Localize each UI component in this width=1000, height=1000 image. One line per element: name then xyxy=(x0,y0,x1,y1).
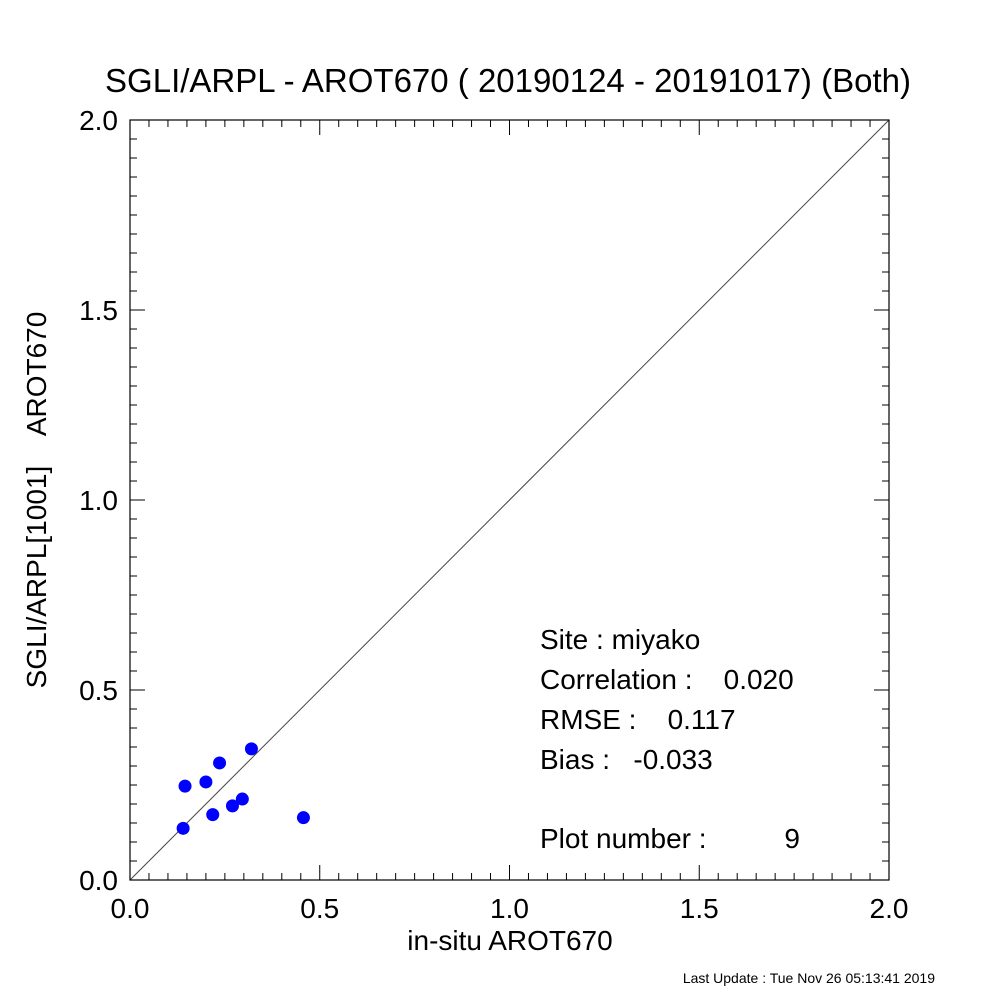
y-axis-label: SGLI/ARPL[1001] AROT670 xyxy=(21,312,52,689)
last-update-text: Last Update : Tue Nov 26 05:13:41 2019 xyxy=(683,970,935,986)
y-tick-label: 0.0 xyxy=(79,865,118,896)
x-tick-label: 1.5 xyxy=(680,893,719,924)
data-point xyxy=(235,792,249,806)
chart-title: SGLI/ARPL - AROT670 ( 20190124 - 2019101… xyxy=(105,62,911,99)
y-tick-label: 0.5 xyxy=(79,675,118,706)
x-tick-label: 0.5 xyxy=(300,893,339,924)
bias-annotation: Bias : -0.033 xyxy=(540,744,713,775)
site-annotation: Site : miyako xyxy=(540,624,700,655)
x-tick-label: 2.0 xyxy=(870,893,909,924)
data-point xyxy=(206,808,220,822)
data-point xyxy=(176,821,190,835)
y-tick-label: 1.5 xyxy=(79,295,118,326)
plot-area: 0.0 0.5 1.0 1.5 2.0 0.0 0.5 1.0 1.5 2.0 xyxy=(79,105,908,924)
data-point xyxy=(213,756,227,770)
rmse-annotation: RMSE : 0.117 xyxy=(540,704,736,735)
data-point xyxy=(296,811,310,825)
plot-number-annotation: Plot number : 9 xyxy=(540,823,800,854)
data-point xyxy=(178,779,192,793)
data-point xyxy=(244,742,258,756)
one-to-one-line xyxy=(129,119,890,881)
y-tick-label: 2.0 xyxy=(79,105,118,136)
x-tick-label: 0.0 xyxy=(111,893,150,924)
correlation-annotation: Correlation : 0.020 xyxy=(540,664,794,695)
x-tick-label: 1.0 xyxy=(490,893,529,924)
x-axis-label: in-situ AROT670 xyxy=(407,925,612,956)
data-point xyxy=(199,775,213,789)
y-tick-label: 1.0 xyxy=(79,485,118,516)
data-point xyxy=(225,799,239,813)
